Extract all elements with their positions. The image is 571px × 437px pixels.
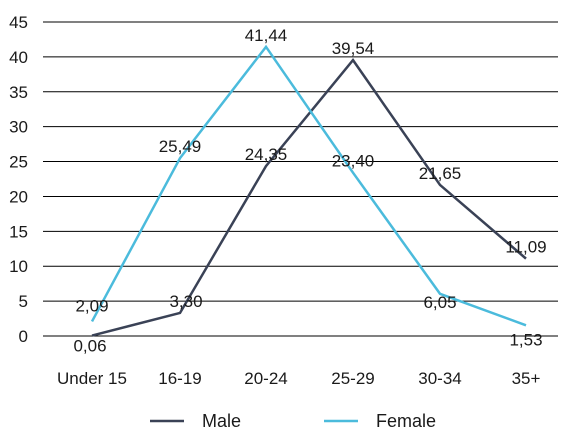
- data-label-male: 0,06: [73, 337, 106, 356]
- y-tick-label: 10: [9, 257, 28, 276]
- y-tick-label: 35: [9, 83, 28, 102]
- series-line-female: [92, 47, 526, 325]
- data-label-female: 23,40: [332, 152, 375, 171]
- series-line-male: [92, 60, 526, 335]
- x-axis-ticks: Under 15 16-19 20-24 25-29 30-34 35+: [57, 369, 540, 388]
- data-label-male: 39,54: [332, 39, 375, 58]
- x-tick-label: 16-19: [158, 369, 201, 388]
- x-tick-label: 35+: [512, 369, 541, 388]
- y-tick-label: 25: [9, 153, 28, 172]
- data-label-female: 25,49: [159, 137, 202, 156]
- data-label-female: 2,09: [75, 296, 108, 315]
- x-tick-label: 20-24: [244, 369, 287, 388]
- legend-label-female: Female: [376, 411, 436, 431]
- series-lines: [92, 47, 526, 336]
- data-label-male: 11,09: [505, 238, 546, 257]
- y-tick-label: 0: [19, 327, 28, 346]
- data-label-male: 21,65: [419, 164, 462, 183]
- y-tick-label: 20: [9, 187, 28, 206]
- x-tick-label: Under 15: [57, 369, 127, 388]
- x-tick-label: 25-29: [331, 369, 374, 388]
- y-tick-label: 15: [9, 222, 28, 241]
- y-axis-ticks: 0 5 10 15 20 25 30 35 40 45: [9, 13, 28, 346]
- gridlines: [43, 22, 558, 336]
- legend: Male Female: [150, 411, 436, 431]
- y-tick-label: 30: [9, 118, 28, 137]
- x-tick-label: 30-34: [418, 369, 461, 388]
- y-tick-label: 40: [9, 48, 28, 67]
- legend-label-male: Male: [202, 411, 241, 431]
- data-label-female: 6,05: [423, 293, 456, 312]
- data-label-male: 3,30: [169, 292, 202, 311]
- data-label-female: 41,44: [245, 26, 288, 45]
- y-tick-label: 5: [19, 292, 28, 311]
- y-tick-label: 45: [9, 13, 28, 32]
- data-label-female: 1,53: [509, 330, 542, 349]
- data-label-male: 24,35: [245, 145, 288, 164]
